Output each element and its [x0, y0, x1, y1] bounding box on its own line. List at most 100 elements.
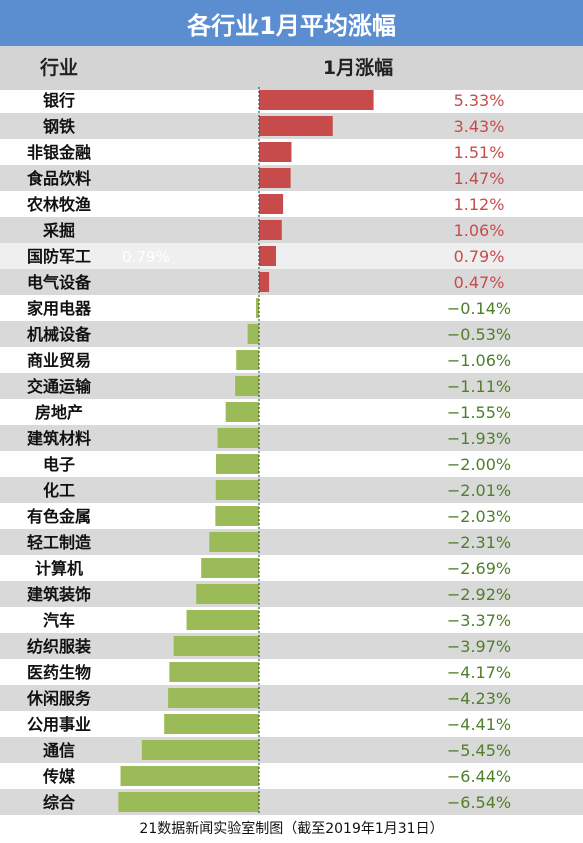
row-stripe	[0, 529, 583, 555]
data-label: −3.37%	[447, 611, 511, 630]
data-label: −4.17%	[447, 663, 511, 682]
data-label: 0.79%	[454, 247, 505, 266]
bar	[259, 272, 270, 292]
bar	[259, 194, 284, 214]
row-stripe	[0, 165, 583, 191]
category-label: 钢铁	[43, 117, 75, 136]
category-label: 休闲服务	[26, 689, 92, 708]
bar	[255, 298, 259, 318]
category-label: 银行	[43, 91, 75, 110]
data-label: −3.97%	[447, 637, 511, 656]
row-stripe	[0, 477, 583, 503]
bar	[118, 792, 259, 812]
bar	[173, 636, 259, 656]
data-label: −4.41%	[447, 715, 511, 734]
bar	[259, 90, 374, 110]
bar	[168, 688, 259, 708]
bar	[215, 506, 259, 526]
data-label: −2.92%	[447, 585, 511, 604]
category-label: 电子	[43, 455, 75, 474]
category-label: 计算机	[35, 559, 83, 578]
bar	[217, 428, 259, 448]
data-label: −6.54%	[447, 793, 511, 812]
data-label: −1.06%	[447, 351, 511, 370]
data-label: −0.14%	[447, 299, 511, 318]
bar	[259, 116, 333, 136]
bar	[259, 220, 282, 240]
category-label: 公用事业	[27, 715, 91, 734]
category-label: 国防军工	[27, 247, 91, 266]
category-label: 建筑装饰	[27, 585, 91, 604]
category-label: 食品饮料	[26, 169, 91, 188]
change-column-header: 1月涨幅	[322, 57, 394, 79]
data-label: −0.53%	[447, 325, 511, 344]
data-label: 1.06%	[454, 221, 505, 240]
bar	[215, 480, 259, 500]
row-stripe	[0, 789, 583, 815]
bar	[141, 740, 259, 760]
data-label: −5.45%	[447, 741, 511, 760]
table-header: 行业 1月涨幅	[0, 46, 583, 90]
bar	[259, 168, 291, 188]
hover-value-label: 0.79%	[122, 248, 170, 266]
bar	[259, 142, 292, 162]
data-label: −4.23%	[447, 689, 511, 708]
row-stripe	[0, 737, 583, 763]
bar	[259, 246, 276, 266]
bar	[186, 610, 259, 630]
bar	[225, 402, 259, 422]
row-stripe	[0, 217, 583, 243]
data-label: −2.00%	[447, 455, 511, 474]
category-label: 家用电器	[27, 299, 92, 318]
data-label: 3.43%	[454, 117, 505, 136]
category-label: 通信	[43, 741, 75, 760]
category-label: 综合	[43, 793, 76, 812]
bar	[216, 454, 259, 474]
category-label: 交通运输	[27, 377, 92, 396]
bar	[120, 766, 259, 786]
category-label: 采掘	[42, 221, 75, 240]
data-label: 1.51%	[454, 143, 505, 162]
data-label: −2.01%	[447, 481, 511, 500]
category-label: 化工	[43, 481, 75, 500]
data-label: −1.11%	[447, 377, 511, 396]
bar	[235, 376, 259, 396]
bar	[209, 532, 259, 552]
bar	[201, 558, 259, 578]
data-label: −6.44%	[447, 767, 511, 786]
bar	[247, 324, 259, 344]
row-stripe	[0, 321, 583, 347]
bar	[236, 350, 259, 370]
category-label: 商业贸易	[27, 351, 91, 370]
row-stripe	[0, 581, 583, 607]
data-label: −2.03%	[447, 507, 511, 526]
data-label: −1.55%	[447, 403, 511, 422]
row-stripe	[0, 425, 583, 451]
bar	[196, 584, 259, 604]
category-label: 传媒	[42, 767, 76, 786]
category-label: 纺织服装	[27, 637, 91, 656]
data-label: −1.93%	[447, 429, 511, 448]
category-label: 有色金属	[27, 507, 91, 526]
chart-title: 各行业1月平均涨幅	[0, 0, 583, 46]
industry-column-header: 行业	[39, 57, 78, 79]
category-label: 汽车	[43, 611, 75, 630]
category-label: 轻工制造	[27, 533, 92, 552]
row-stripe	[0, 633, 583, 659]
data-label: 1.12%	[454, 195, 505, 214]
row-stripe	[0, 269, 583, 295]
source-note: 21数据新闻实验室制图（截至2019年1月31日）	[139, 821, 444, 837]
category-label: 医药生物	[27, 663, 91, 682]
category-label: 建筑材料	[27, 429, 91, 448]
data-label: −2.69%	[447, 559, 511, 578]
row-highlight	[0, 243, 583, 269]
data-label: 0.47%	[454, 273, 505, 292]
category-label: 机械设备	[27, 325, 92, 344]
category-label: 电气设备	[27, 273, 92, 292]
data-label: −2.31%	[447, 533, 511, 552]
category-label: 房地产	[35, 403, 83, 422]
category-label: 农林牧渔	[26, 195, 91, 214]
data-label: 5.33%	[454, 91, 505, 110]
data-label: 1.47%	[454, 169, 505, 188]
